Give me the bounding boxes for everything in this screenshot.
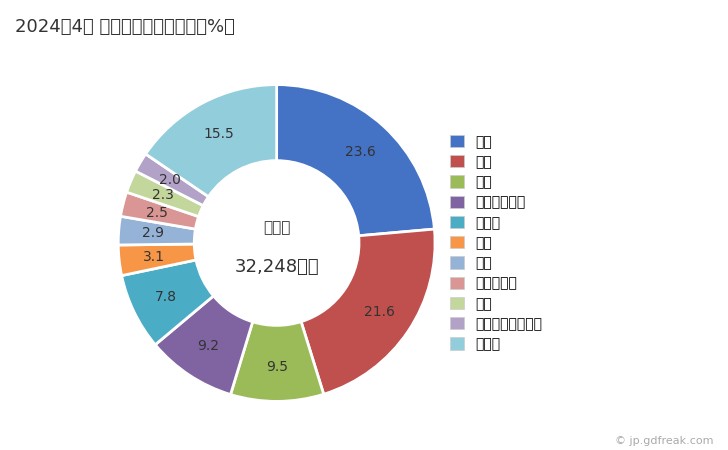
Wedge shape <box>301 229 435 394</box>
Wedge shape <box>127 171 203 216</box>
Text: 9.5: 9.5 <box>266 360 288 374</box>
Wedge shape <box>121 192 199 229</box>
Text: © jp.gdfreak.com: © jp.gdfreak.com <box>615 436 713 446</box>
Text: 2.0: 2.0 <box>159 173 181 187</box>
Wedge shape <box>122 260 213 345</box>
Wedge shape <box>231 322 324 401</box>
Wedge shape <box>118 244 196 275</box>
Wedge shape <box>277 85 435 236</box>
Wedge shape <box>155 296 253 395</box>
Text: 2024年4月 輸出相手国のシェア（%）: 2024年4月 輸出相手国のシェア（%） <box>15 18 234 36</box>
Text: 32,248万円: 32,248万円 <box>234 258 319 276</box>
Text: 7.8: 7.8 <box>154 290 176 304</box>
Wedge shape <box>135 154 208 206</box>
Text: 23.6: 23.6 <box>344 145 376 159</box>
Text: 総　額: 総 額 <box>263 220 290 234</box>
Text: 2.9: 2.9 <box>143 226 165 240</box>
Text: 15.5: 15.5 <box>203 127 234 141</box>
Wedge shape <box>146 85 277 197</box>
Text: 3.1: 3.1 <box>143 250 165 264</box>
Text: 9.2: 9.2 <box>197 339 219 353</box>
Wedge shape <box>118 216 195 245</box>
Legend: 中国, 米国, タイ, インドネシア, インド, 韓国, 台湾, フィリピン, 香港, アラブ首長国連邦, その他: 中国, 米国, タイ, インドネシア, インド, 韓国, 台湾, フィリピン, … <box>450 135 542 351</box>
Text: 21.6: 21.6 <box>364 305 395 319</box>
Text: 2.5: 2.5 <box>146 206 168 220</box>
Text: 2.3: 2.3 <box>152 188 174 202</box>
